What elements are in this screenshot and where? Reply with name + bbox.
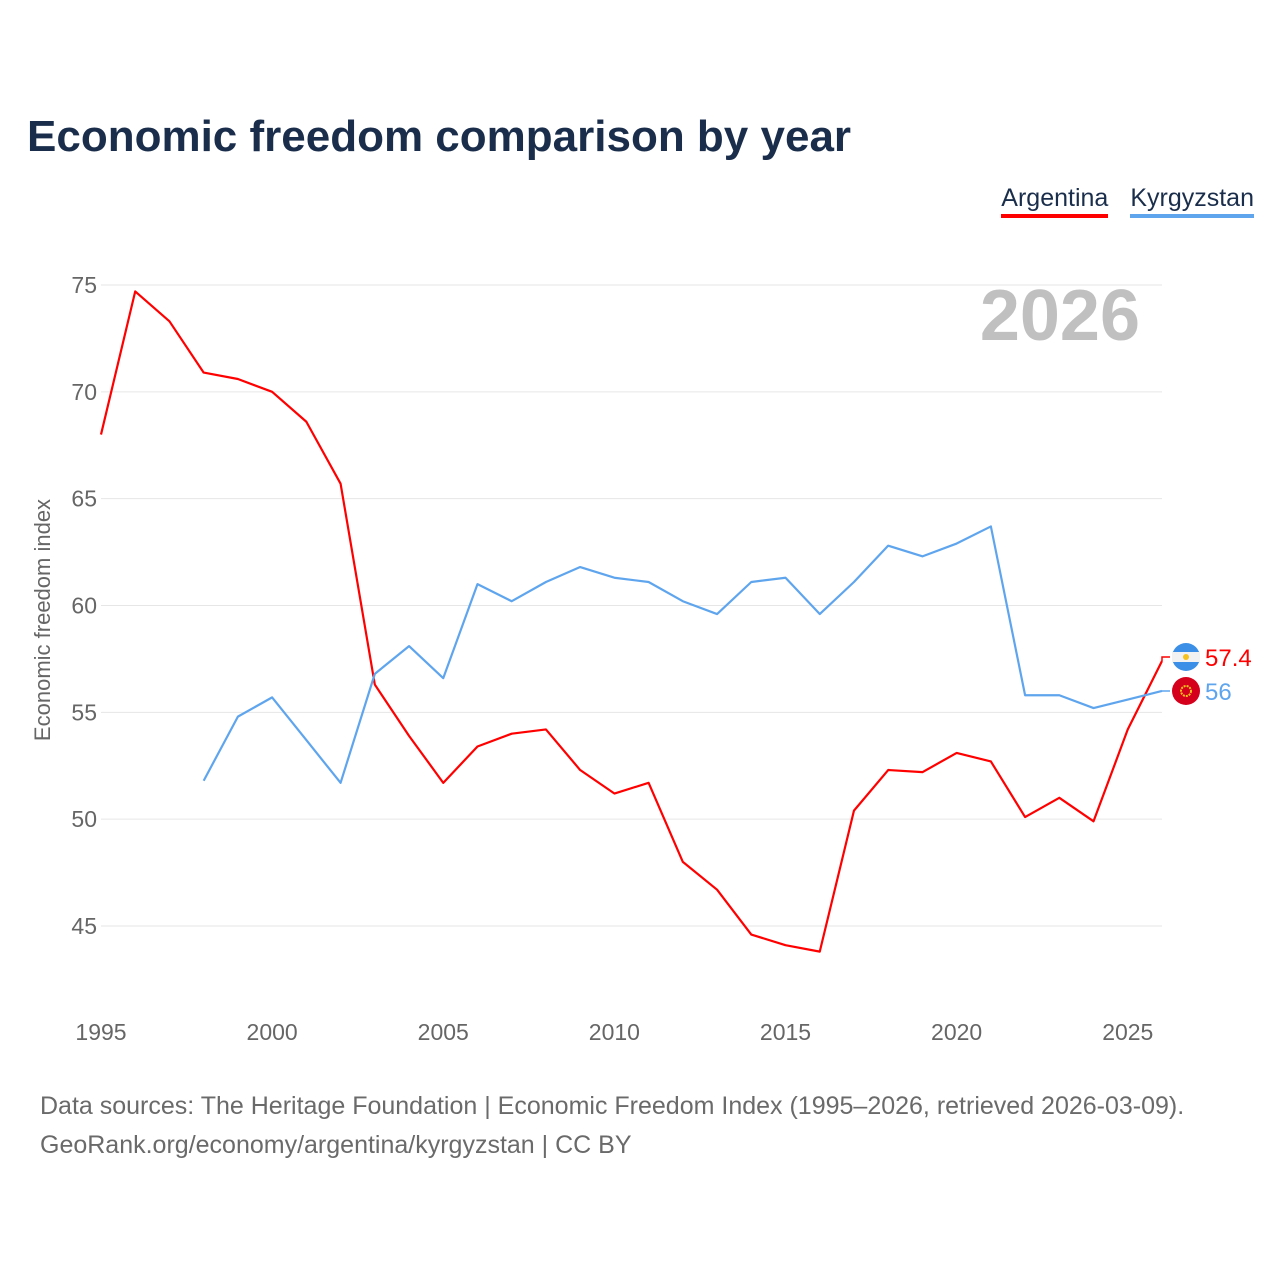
y-tick-label: 50 xyxy=(71,806,97,832)
x-tick-label: 1995 xyxy=(75,1019,126,1045)
footer: Data sources: The Heritage Foundation | … xyxy=(40,1087,1184,1165)
y-tick-label: 75 xyxy=(71,272,97,298)
y-tick-label: 55 xyxy=(71,699,97,725)
end-connector xyxy=(1161,656,1170,662)
series-line-argentina xyxy=(99,290,1163,953)
legend-item-kyrgyzstan[interactable]: Kyrgyzstan xyxy=(1130,184,1254,218)
x-tick-label: 2000 xyxy=(247,1019,298,1045)
y-tick-label: 60 xyxy=(71,593,97,619)
legend-item-argentina[interactable]: Argentina xyxy=(1001,184,1109,218)
y-tick-label: 70 xyxy=(71,379,97,405)
y-tick-label: 65 xyxy=(71,486,97,512)
legend: Argentina Kyrgyzstan xyxy=(1001,184,1254,218)
x-tick-label: 2020 xyxy=(931,1019,982,1045)
kyrgyzstan-sun xyxy=(1180,685,1192,697)
x-tick-label: 2015 xyxy=(760,1019,811,1045)
series-line-kyrgyzstan xyxy=(202,525,1163,784)
end-value-label-kyrgyzstan: 56 xyxy=(1205,679,1232,706)
x-tick-label: 2005 xyxy=(418,1019,469,1045)
footer-sources: Data sources: The Heritage Foundation | … xyxy=(40,1092,1185,1120)
x-tick-label: 2010 xyxy=(589,1019,640,1045)
year-watermark: 2026 xyxy=(980,276,1140,356)
x-tick-label: 2025 xyxy=(1102,1019,1153,1045)
end-value-label-argentina: 57.4 xyxy=(1205,645,1252,672)
y-axis-label: Economic freedom index xyxy=(30,499,55,741)
chart-title: Economic freedom comparison by year xyxy=(27,112,852,161)
kyrgyzstan-flag-icon xyxy=(1172,677,1200,705)
y-tick-label: 45 xyxy=(71,913,97,939)
argentina-sun xyxy=(1183,654,1189,660)
footer-attribution: GeoRank.org/economy/argentina/kyrgyzstan… xyxy=(40,1131,632,1159)
